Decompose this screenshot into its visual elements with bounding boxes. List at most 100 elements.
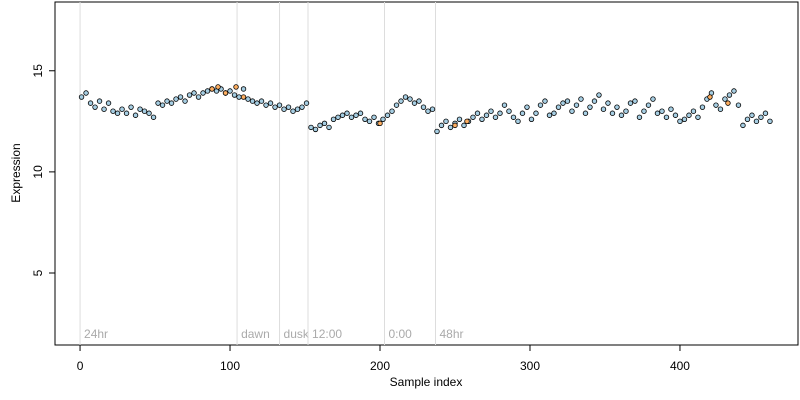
point bbox=[339, 112, 346, 118]
point bbox=[407, 96, 413, 102]
point bbox=[204, 88, 211, 94]
point bbox=[357, 110, 364, 116]
point bbox=[272, 104, 278, 110]
point bbox=[371, 114, 377, 120]
point bbox=[240, 94, 247, 100]
point bbox=[627, 100, 634, 106]
point bbox=[83, 90, 89, 96]
point bbox=[470, 114, 476, 120]
point bbox=[420, 104, 427, 110]
point bbox=[731, 88, 737, 94]
point bbox=[245, 96, 251, 102]
point bbox=[240, 86, 247, 92]
point bbox=[78, 94, 85, 100]
point bbox=[155, 100, 161, 106]
point bbox=[393, 102, 400, 108]
point bbox=[650, 96, 656, 102]
point bbox=[299, 104, 305, 110]
point bbox=[177, 94, 184, 100]
point bbox=[321, 120, 328, 127]
point bbox=[110, 108, 116, 114]
event-label: 12:00 bbox=[312, 327, 342, 341]
x-tick-label: 200 bbox=[370, 359, 390, 373]
point bbox=[200, 90, 206, 96]
event-label: dawn bbox=[241, 327, 270, 341]
point bbox=[596, 92, 602, 98]
point bbox=[474, 110, 481, 116]
point bbox=[303, 100, 310, 106]
point bbox=[317, 122, 323, 129]
point bbox=[335, 114, 341, 120]
point bbox=[524, 104, 530, 110]
point bbox=[456, 116, 463, 122]
point bbox=[215, 84, 221, 90]
point bbox=[641, 108, 647, 114]
point bbox=[632, 98, 638, 104]
point bbox=[377, 120, 383, 127]
point bbox=[209, 86, 215, 92]
point bbox=[555, 104, 562, 110]
point bbox=[438, 122, 445, 129]
point bbox=[722, 96, 728, 102]
point bbox=[663, 114, 670, 120]
point bbox=[497, 110, 503, 116]
point bbox=[236, 94, 242, 100]
point bbox=[488, 108, 494, 114]
point bbox=[492, 114, 499, 120]
point bbox=[510, 114, 517, 120]
point bbox=[195, 94, 202, 100]
point bbox=[96, 98, 103, 104]
x-axis-label: Sample index bbox=[390, 375, 463, 389]
point bbox=[749, 112, 755, 118]
point bbox=[119, 106, 125, 112]
point bbox=[276, 102, 283, 108]
point bbox=[398, 98, 404, 104]
point bbox=[762, 110, 769, 116]
point bbox=[416, 98, 422, 104]
point bbox=[672, 112, 679, 118]
point bbox=[726, 92, 733, 98]
point bbox=[515, 118, 521, 125]
point bbox=[168, 100, 175, 106]
x-tick-label: 0 bbox=[77, 359, 84, 373]
point bbox=[348, 114, 355, 120]
point bbox=[717, 106, 724, 112]
point bbox=[308, 124, 314, 131]
point bbox=[294, 106, 301, 112]
point bbox=[101, 106, 107, 112]
point bbox=[591, 98, 598, 104]
point bbox=[707, 94, 713, 100]
point bbox=[92, 104, 98, 110]
point bbox=[479, 116, 485, 122]
point bbox=[699, 104, 706, 110]
point bbox=[744, 116, 751, 122]
point bbox=[258, 98, 265, 104]
point bbox=[285, 104, 292, 110]
event-label: 0:00 bbox=[389, 327, 413, 341]
x-tick-label: 300 bbox=[520, 359, 540, 373]
point bbox=[564, 98, 571, 104]
point bbox=[233, 84, 239, 90]
point bbox=[380, 116, 386, 122]
point bbox=[191, 90, 197, 96]
event-label: 24hr bbox=[84, 327, 108, 341]
point bbox=[623, 108, 629, 114]
point bbox=[546, 112, 553, 118]
point bbox=[609, 110, 616, 116]
point bbox=[425, 108, 431, 114]
point bbox=[267, 100, 274, 106]
point bbox=[528, 116, 535, 122]
point bbox=[533, 110, 539, 116]
point bbox=[87, 100, 94, 106]
point bbox=[281, 106, 287, 112]
point bbox=[123, 110, 130, 116]
point bbox=[542, 98, 548, 104]
point bbox=[537, 102, 544, 108]
point bbox=[105, 100, 112, 106]
x-tick-label: 400 bbox=[670, 359, 690, 373]
event-label: dusk bbox=[284, 327, 310, 341]
point bbox=[150, 114, 157, 120]
point bbox=[464, 118, 470, 125]
point bbox=[483, 112, 490, 118]
